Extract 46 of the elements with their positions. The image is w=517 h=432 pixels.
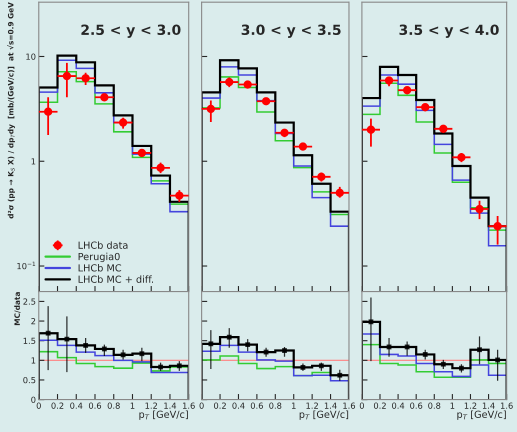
x-tick-label: 1	[130, 402, 134, 409]
x-tick-label: 1.6	[182, 402, 195, 409]
x-tick-label: 1.4	[324, 402, 337, 409]
x-tick-label: 0.4	[70, 402, 82, 409]
y-tick-label: 2	[31, 318, 36, 324]
legend-label: LHCb MC	[78, 264, 122, 272]
x-tick-label: 0.2	[51, 402, 64, 409]
x-axis-title: p$_{T}$ [GeV/c]	[300, 410, 348, 420]
x-tick-label: 1.4	[482, 402, 495, 409]
x-tick-label: 1	[450, 402, 454, 409]
y-tick-label: 1	[32, 357, 36, 364]
x-tick-label: 0	[200, 402, 204, 409]
x-tick-label: 1.4	[164, 402, 176, 409]
y-tick-label: 2.5	[23, 298, 36, 305]
x-tick-label: 1.2	[464, 402, 476, 409]
x-tick-label: 0.2	[214, 402, 226, 409]
x-tick-label: 0.8	[269, 402, 282, 409]
x-tick-label: 0.4	[232, 402, 245, 409]
legend-label: LHCb data	[78, 241, 128, 249]
x-tick-label: 1.2	[306, 402, 318, 409]
x-tick-label: 0.8	[108, 402, 120, 409]
x-tick-label: 0.2	[374, 402, 386, 409]
legend-label: LHCb MC + diff.	[78, 275, 153, 283]
x-axis-title: p$_{T}$ [GeV/c]	[139, 410, 188, 420]
x-tick-label: 0.6	[88, 402, 102, 409]
x-tick-label: 0	[360, 402, 364, 409]
y-tick-label: 0	[31, 396, 36, 403]
legend-label: Perugia0	[78, 252, 120, 262]
x-tick-label: 1.2	[146, 402, 158, 409]
x-tick-label: 0.4	[392, 402, 404, 409]
x-tick-label: 0.6	[410, 402, 422, 409]
x-tick-label: 1.6	[500, 402, 513, 409]
y-tick-label: 1	[32, 158, 36, 164]
x-axis-title: p$_{T}$ [GeV/c]	[457, 410, 506, 420]
x-tick-label: 0.8	[428, 402, 440, 409]
x-tick-label: 1.6	[343, 402, 356, 409]
y-tick-label: 1.5	[24, 338, 36, 344]
annotation: 2.5 < y < 3.0	[81, 24, 181, 38]
y-tick-label: 10	[26, 53, 36, 60]
y-tick-label: 10$^{−1}$	[17, 262, 36, 270]
x-tick-label: 0	[36, 402, 41, 409]
x-tick-label: 0.6	[250, 402, 263, 409]
y-tick-label: 0.5	[23, 376, 36, 384]
annotation: 3.0 < y < 3.5	[242, 24, 341, 38]
annotation: 3.5 < y < 4.0	[399, 24, 499, 38]
x-tick-label: 1	[292, 402, 296, 409]
